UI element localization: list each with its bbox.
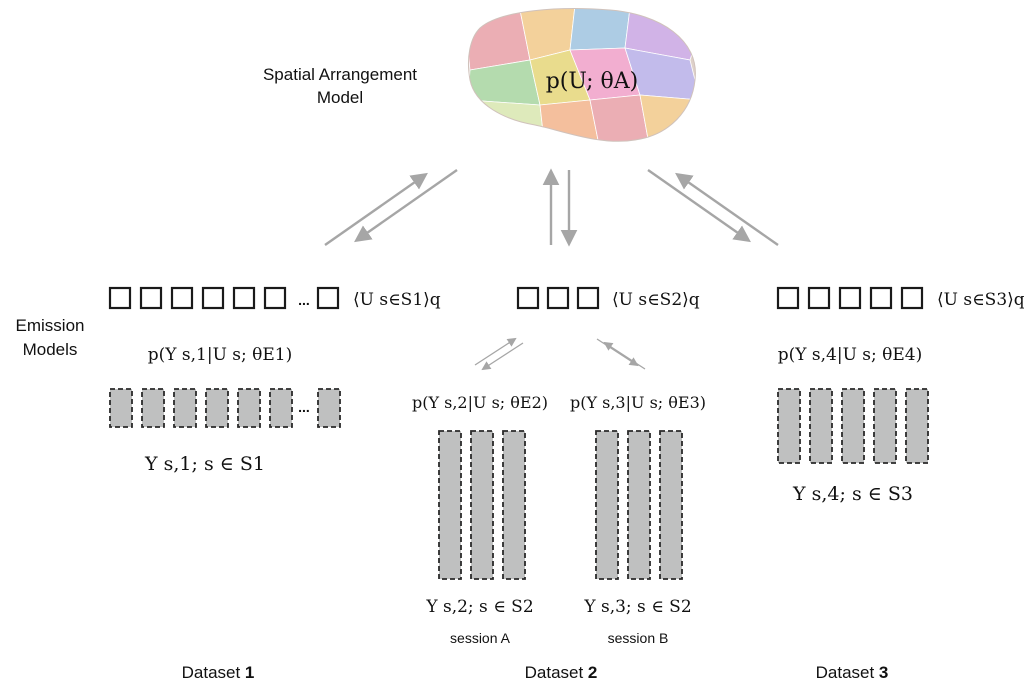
data-box bbox=[595, 430, 619, 580]
brain-parcel bbox=[468, 9, 531, 71]
data-label-4: Y s,4; s ∈ S3 bbox=[792, 483, 913, 505]
brain-parcel bbox=[589, 94, 651, 142]
latent-box bbox=[776, 286, 800, 310]
data-box bbox=[237, 388, 261, 428]
d1-data-boxes: ... bbox=[109, 388, 341, 428]
brain-parcel bbox=[639, 94, 696, 142]
latent-box bbox=[316, 286, 340, 310]
session-b-label: session B bbox=[608, 630, 669, 646]
d1-expectation-boxes: ... bbox=[108, 286, 340, 310]
data-box bbox=[659, 430, 683, 580]
latent-box bbox=[546, 286, 570, 310]
latent-box bbox=[838, 286, 862, 310]
arrow-d1-down bbox=[354, 169, 458, 243]
main-arrows bbox=[324, 168, 779, 247]
latent-box bbox=[900, 286, 924, 310]
data-box bbox=[627, 430, 651, 580]
latent-box bbox=[576, 286, 600, 310]
latent-box bbox=[139, 286, 163, 310]
d3-expectation: ⟨U s∈S3⟩q bbox=[937, 290, 1024, 310]
data-box bbox=[173, 388, 197, 428]
spatial-model-label-line1: Spatial Arrangement bbox=[263, 65, 417, 84]
brain-parcel bbox=[569, 8, 631, 51]
session-arrows bbox=[474, 337, 646, 371]
arrow-session-b-down bbox=[596, 338, 639, 367]
latent-box bbox=[232, 286, 256, 310]
spatial-model-label-line2: Model bbox=[317, 88, 363, 107]
dataset-3-label: Dataset 3 bbox=[816, 663, 889, 682]
d3-expectation-boxes bbox=[776, 286, 924, 310]
arrow-session-a-up bbox=[474, 337, 517, 366]
dataset-1-label: Dataset 1 bbox=[182, 663, 255, 682]
data-box bbox=[109, 388, 133, 428]
latent-box bbox=[170, 286, 194, 310]
latent-box bbox=[869, 286, 893, 310]
emission-formula-2: p(Y s,2|U s; θE2) bbox=[412, 393, 548, 412]
latent-box bbox=[201, 286, 225, 310]
session-a-label: session A bbox=[450, 630, 511, 646]
arrow-d3-down bbox=[647, 169, 751, 243]
d1-expectation: ⟨U s∈S1⟩q bbox=[353, 290, 441, 310]
data-box bbox=[502, 430, 526, 580]
d1-data-ellipsis: ... bbox=[298, 399, 310, 415]
arrow-d1-up bbox=[324, 172, 428, 246]
data-label-2: Y s,2; s ∈ S2 bbox=[425, 597, 533, 617]
d2a-data-boxes bbox=[438, 430, 526, 580]
latent-box bbox=[263, 286, 287, 310]
data-label-1: Y s,1; s ∈ S1 bbox=[144, 453, 265, 475]
emission-formula-3: p(Y s,3|U s; θE3) bbox=[570, 393, 706, 412]
latent-box bbox=[516, 286, 540, 310]
data-label-3: Y s,3; s ∈ S2 bbox=[583, 597, 691, 617]
data-box bbox=[470, 430, 494, 580]
d2-expectation: ⟨U s∈S2⟩q bbox=[612, 290, 700, 310]
data-box bbox=[438, 430, 462, 580]
latent-box bbox=[108, 286, 132, 310]
emission-formula-4: p(Y s,4|U s; θE4) bbox=[778, 345, 923, 365]
arrow-session-a-down bbox=[481, 342, 524, 371]
dataset-2-label: Dataset 2 bbox=[525, 663, 598, 682]
data-box bbox=[905, 388, 929, 464]
d2b-data-boxes bbox=[595, 430, 683, 580]
emission-label-line1: Emission bbox=[16, 316, 85, 335]
data-box bbox=[317, 388, 341, 428]
arrow-d3-up bbox=[675, 172, 779, 246]
brain-parcel bbox=[624, 47, 696, 101]
data-box bbox=[841, 388, 865, 464]
d2-expectation-boxes bbox=[516, 286, 600, 310]
spatial-model-formula: p(U; θA) bbox=[546, 69, 639, 94]
brain-parcel bbox=[539, 99, 601, 142]
data-box bbox=[873, 388, 897, 464]
data-box bbox=[141, 388, 165, 428]
data-box bbox=[205, 388, 229, 428]
data-box bbox=[269, 388, 293, 428]
arrow-session-b-up bbox=[603, 341, 646, 370]
d1-latent-ellipsis: ... bbox=[298, 292, 310, 308]
emission-label-line2: Models bbox=[23, 340, 78, 359]
emission-formula-1: p(Y s,1|U s; θE1) bbox=[148, 345, 293, 365]
data-box bbox=[777, 388, 801, 464]
latent-box bbox=[807, 286, 831, 310]
data-box bbox=[809, 388, 833, 464]
d3-data-boxes bbox=[777, 388, 929, 464]
